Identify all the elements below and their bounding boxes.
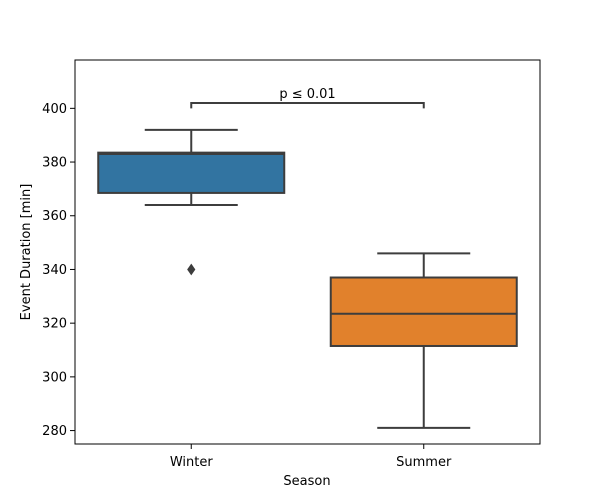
- boxes-layer: [97, 128, 518, 429]
- y-tick-label: 320: [42, 317, 67, 332]
- x-axis-label: Season: [283, 474, 330, 489]
- winter-box: [97, 151, 286, 194]
- y-tick-label: 340: [42, 263, 67, 278]
- y-tick-label: 300: [42, 370, 67, 385]
- y-tick-label: 400: [42, 102, 67, 117]
- y-tick-label: 280: [42, 424, 67, 439]
- summer-box: [329, 276, 518, 347]
- y-axis: 280 300 320 340 360 380 400: [42, 102, 75, 439]
- y-tick-label: 380: [42, 156, 67, 171]
- x-axis: Winter Summer: [170, 444, 452, 470]
- significance-bracket: [190, 101, 425, 109]
- x-tick-label: Winter: [170, 455, 214, 470]
- y-axis-label: Event Duration [min]: [19, 184, 34, 321]
- plot-frame: [74, 59, 541, 445]
- significance-annotation: p ≤ 0.01: [190, 87, 425, 109]
- x-tick-label: Summer: [396, 455, 452, 470]
- significance-label: p ≤ 0.01: [279, 87, 335, 102]
- y-tick-label: 360: [42, 209, 67, 224]
- winter-outlier-point: [187, 263, 196, 276]
